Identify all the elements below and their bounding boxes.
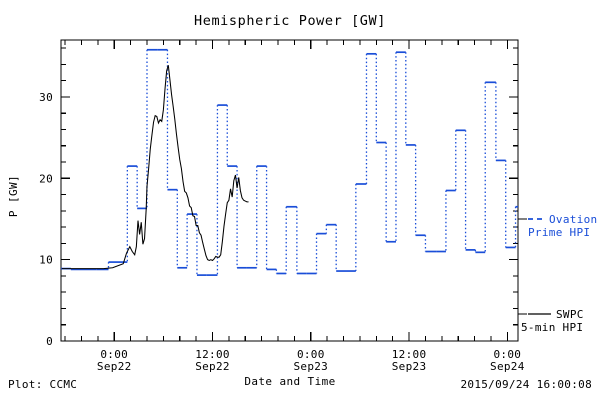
x-tick-label-time: 12:00: [195, 348, 230, 361]
x-tick-label-date: Sep23: [293, 360, 328, 373]
x-axis-ticks: 0:00Sep2212:00Sep220:00Sep2312:00Sep230:…: [64, 40, 525, 373]
footer-group: Plot: CCMC 2015/09/24 16:00:08: [8, 378, 592, 391]
page-title: Hemispheric Power [GW]: [194, 13, 386, 29]
x-tick-label-time: 0:00: [297, 348, 325, 361]
legend-blue-label-line1: Ovation: [549, 213, 597, 226]
series-ovation-prime-hpi: [61, 48, 518, 276]
legend-black-label-line1: SWPC: [556, 308, 584, 321]
x-tick-label-time: 12:00: [392, 348, 427, 361]
x-tick-label-date: Sep24: [490, 360, 525, 373]
x-tick-label-time: 0:00: [100, 348, 128, 361]
series-swpc-5min-hpi: [61, 65, 249, 270]
y-tick-label: 30: [39, 91, 53, 104]
y-axis-label: P [GW]: [7, 175, 20, 217]
legend-ovation-prime: Ovation Prime HPI: [518, 213, 597, 239]
x-tick-label-date: Sep22: [97, 360, 132, 373]
x-tick-label-time: 0:00: [494, 348, 522, 361]
footer-timestamp: 2015/09/24 16:00:08: [460, 378, 592, 391]
x-axis-label: Date and Time: [244, 375, 335, 388]
legend-black-label-line2: 5-min HPI: [521, 321, 583, 334]
y-tick-label: 10: [39, 254, 53, 267]
chart-title-group: Hemispheric Power [GW]: [194, 13, 386, 29]
x-tick-label-date: Sep22: [195, 360, 230, 373]
y-axis-label-group: P [GW]: [7, 175, 20, 217]
legend-blue-label-line2: Prime HPI: [528, 226, 590, 239]
y-tick-label: 20: [39, 172, 53, 185]
swpc-line-path: [61, 65, 249, 270]
y-axis-ticks: 0 10 20 30: [39, 47, 518, 348]
legend-swpc-5min: SWPC 5-min HPI: [518, 308, 584, 334]
x-axis-label-group: Date and Time: [244, 375, 335, 388]
y-tick-label: 0: [46, 335, 53, 348]
x-tick-label-date: Sep23: [392, 360, 427, 373]
footer-credit: Plot: CCMC: [8, 378, 77, 391]
